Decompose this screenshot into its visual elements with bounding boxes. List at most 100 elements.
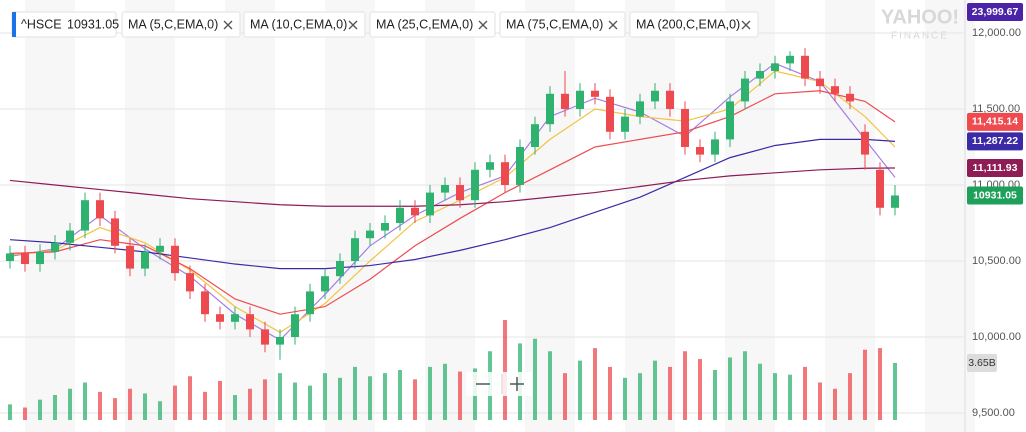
indicator-chip[interactable]: MA (5,C,EMA,0) [121, 11, 241, 38]
volume-bar [263, 379, 267, 420]
symbol-price: 10931.05 [67, 17, 119, 31]
candle-body [846, 93, 854, 102]
close-icon [741, 20, 751, 30]
volume-bar [8, 404, 12, 420]
candle-body [606, 96, 614, 132]
volume-bar [803, 366, 807, 420]
candle-body [816, 78, 824, 87]
stripe [725, 0, 775, 432]
volume-bar [443, 363, 447, 420]
volume-bar [383, 373, 387, 420]
indicator-chip[interactable]: MA (200,C,EMA,0) [629, 11, 759, 38]
chip-box [499, 11, 626, 38]
candle-body [171, 245, 179, 274]
volume-bar [98, 391, 102, 420]
candle-body [501, 162, 509, 185]
volume-bar [68, 388, 72, 420]
volume-bar [563, 373, 567, 420]
candle-body [306, 291, 314, 315]
volume-bar [323, 373, 327, 420]
price-tag-label: 23,999.67 [972, 6, 1019, 18]
y-tick-label: 9,500.00 [972, 407, 1015, 419]
volume-bar [698, 359, 702, 420]
candle-body [6, 253, 14, 261]
stripe [325, 0, 375, 432]
volume-bar [878, 348, 882, 420]
candle-body [36, 251, 44, 265]
y-tick-label: 10,000.00 [972, 331, 1021, 343]
candle-body [96, 200, 104, 219]
volume-bar [173, 385, 177, 420]
volume-bar [278, 373, 282, 420]
price-tag [967, 132, 1023, 151]
candle-body [861, 131, 869, 155]
candle-body [666, 90, 674, 109]
volume-bar [893, 362, 897, 420]
price-tag [967, 112, 1023, 131]
volume-bar [53, 395, 57, 420]
close-icon [348, 20, 358, 30]
volume-bar [653, 360, 657, 420]
candle-body [366, 230, 374, 239]
close-icon [223, 20, 233, 30]
indicator-label: MA (25,C,EMA,0) [376, 17, 473, 31]
candle-body [576, 90, 584, 109]
chip-box [243, 11, 366, 38]
candle-body [456, 184, 464, 201]
candle-body [726, 101, 734, 140]
candle-body [651, 90, 659, 102]
candle-body [426, 192, 434, 216]
stripe [625, 0, 675, 432]
candle-body [531, 124, 539, 147]
price-tag-label: 11,287.22 [972, 135, 1018, 147]
candle-body [696, 146, 704, 155]
price-tag-label: 11,111.93 [973, 162, 1018, 174]
volume-bar [83, 382, 87, 420]
volume-tag-label: 3.65B [968, 357, 995, 369]
volume-bar [218, 380, 222, 420]
volume-bar [638, 373, 642, 420]
zoom-controls[interactable] [466, 372, 532, 396]
candle-body [711, 139, 719, 155]
indicator-label: MA (5,C,EMA,0) [128, 17, 218, 31]
candle-body [396, 207, 404, 223]
indicator-chip[interactable]: MA (10,C,EMA,0) [243, 11, 366, 38]
candle-body [126, 245, 134, 269]
candle-body [201, 291, 209, 315]
candle-body [636, 101, 644, 117]
watermark: FINANCE [891, 31, 949, 42]
indicator-chip[interactable]: MA (75,C,EMA,0) [499, 11, 626, 38]
candle-body [771, 63, 779, 71]
volume-bar [548, 351, 552, 420]
volume-bar [188, 376, 192, 420]
candle-body [786, 55, 794, 64]
volume-bar [743, 351, 747, 420]
candle-body [276, 336, 284, 345]
candle-body [351, 238, 359, 261]
chip-box [369, 11, 496, 38]
volume-bar [113, 398, 117, 420]
volume-bar [848, 373, 852, 420]
volume-bar [128, 388, 132, 420]
volume-bar [713, 370, 717, 420]
volume-bar [608, 366, 612, 420]
indicator-label: MA (10,C,EMA,0) [250, 17, 347, 31]
stripe [425, 0, 475, 432]
candle-body [231, 314, 239, 322]
candle-body [21, 253, 29, 265]
volume-bar [353, 366, 357, 420]
candle-body [591, 90, 599, 97]
stripe [825, 0, 875, 432]
volume-bar [818, 382, 822, 420]
candle-body [801, 55, 809, 79]
candle-body [111, 218, 119, 246]
volume-bar [788, 374, 792, 420]
candle-body [681, 108, 689, 147]
indicator-chip[interactable]: MA (25,C,EMA,0) [369, 11, 496, 38]
volume-bar [758, 363, 762, 420]
candle-body [561, 93, 569, 109]
candle-body [51, 242, 59, 252]
volume-bar [368, 376, 372, 420]
volume-bar [248, 388, 252, 420]
